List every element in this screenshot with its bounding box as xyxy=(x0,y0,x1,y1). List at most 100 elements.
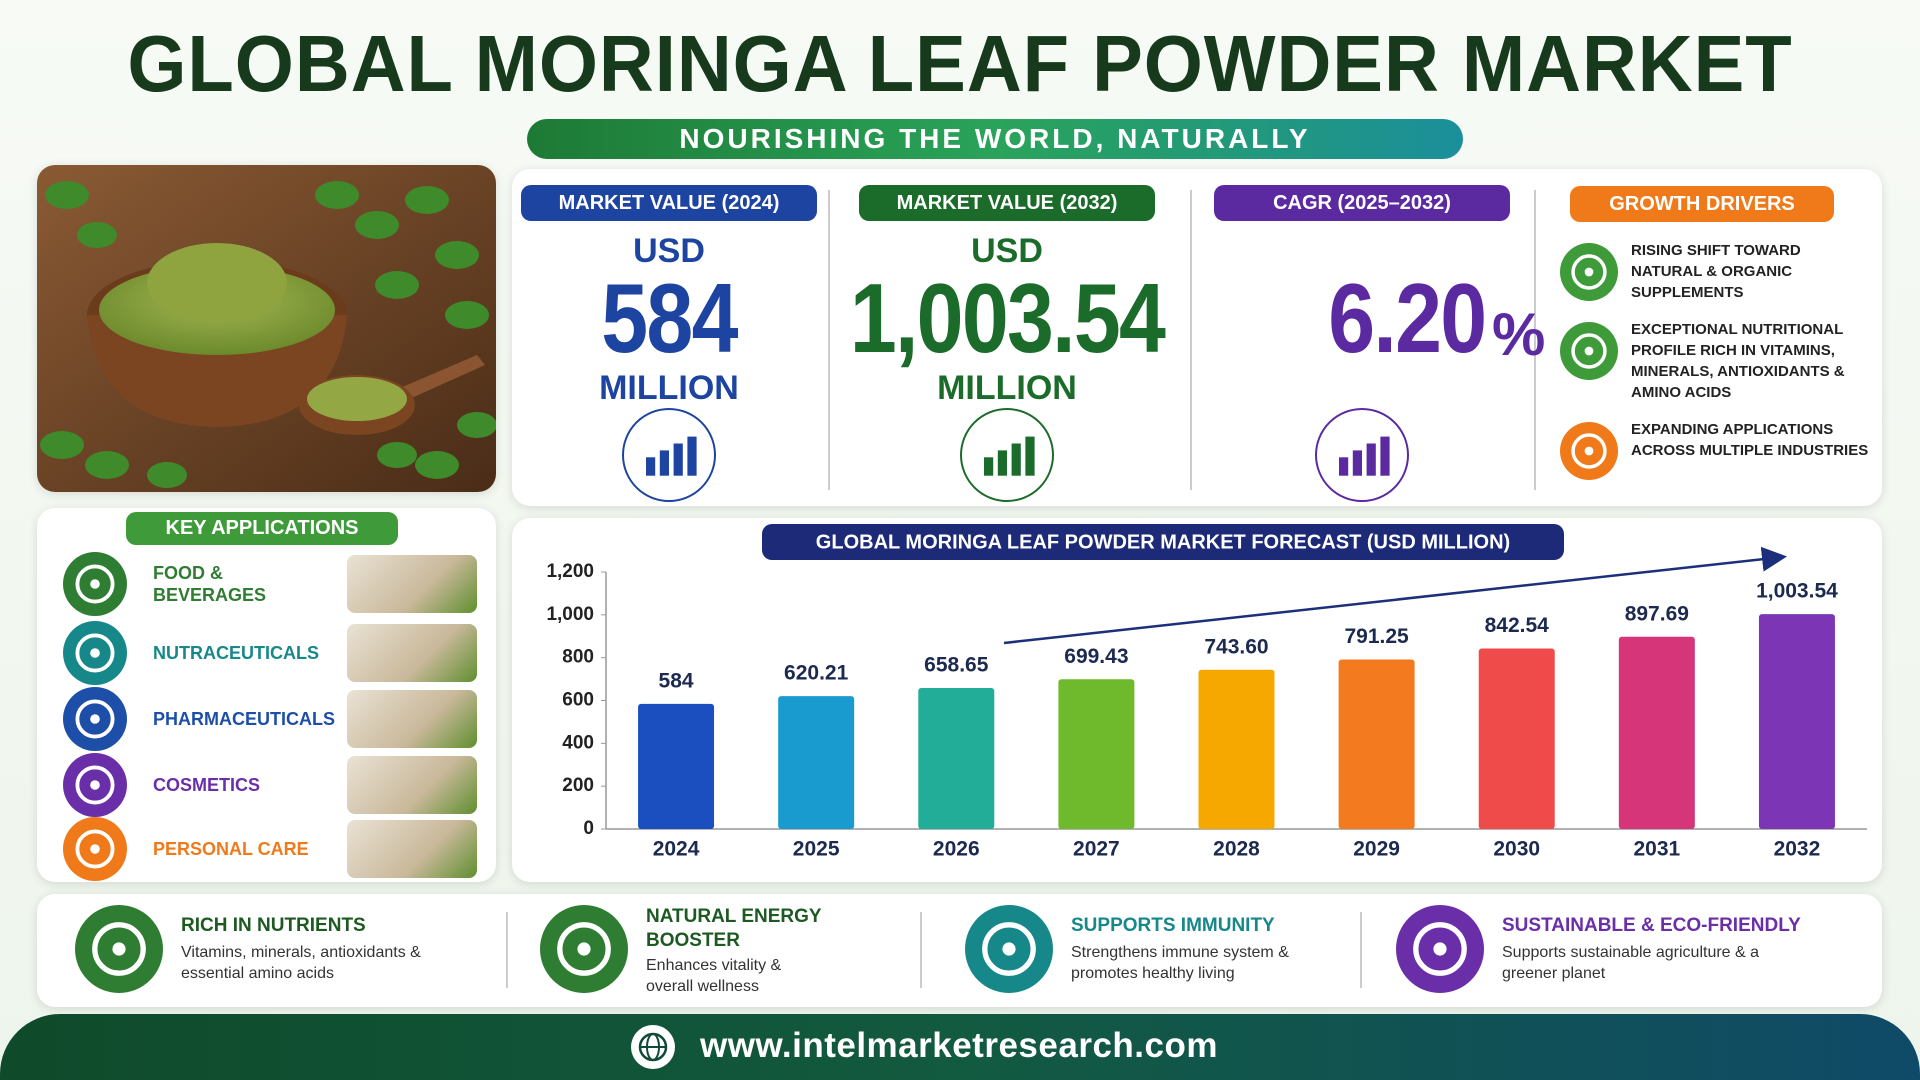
application-icon xyxy=(63,687,127,751)
x-tick-label: 2031 xyxy=(1633,838,1680,861)
stat-value: 584 xyxy=(601,263,738,373)
website-url: www.intelmarketresearch.com xyxy=(700,1026,1218,1065)
application-label: NUTRACEUTICALS xyxy=(153,643,319,663)
x-tick-label: 2032 xyxy=(1774,838,1821,861)
benefit-text: Strengthens immune system & promotes hea… xyxy=(1071,944,1289,982)
value-label: 897.69 xyxy=(1625,602,1689,625)
driver-icon xyxy=(1560,422,1618,480)
value-label: 699.43 xyxy=(1064,645,1128,668)
photo-frame xyxy=(37,165,496,492)
driver-text: EXPANDING APPLICATIONS ACROSS MULTIPLE I… xyxy=(1631,421,1869,459)
benefit-text: Enhances vitality & overall wellness xyxy=(646,957,782,995)
divider xyxy=(828,190,830,490)
globe-icon xyxy=(631,1025,675,1069)
application-thumbnail xyxy=(347,624,477,682)
value-label: 620.21 xyxy=(784,662,849,685)
bar xyxy=(778,696,855,829)
application-label: PHARMACEUTICALS xyxy=(153,709,335,729)
y-tick-label: 800 xyxy=(562,647,594,668)
benefit-text: Vitamins, minerals, antioxidants & essen… xyxy=(181,944,421,982)
divider xyxy=(506,912,508,988)
value-label: 658.65 xyxy=(924,653,989,676)
bar xyxy=(1338,659,1415,829)
divider xyxy=(920,912,922,988)
value-label: 1,003.54 xyxy=(1756,580,1838,603)
stat-unit: MILLION xyxy=(599,369,739,407)
value-label: 791.25 xyxy=(1344,625,1409,648)
benefit-icon xyxy=(75,905,163,993)
applications-title: KEY APPLICATIONS xyxy=(126,512,398,545)
chart: GLOBAL MORINGA LEAF POWDER MARKET FORECA… xyxy=(546,524,1867,861)
x-tick-label: 2026 xyxy=(933,838,980,861)
stat-prefix: USD xyxy=(971,232,1043,270)
stat-prefix: USD xyxy=(633,232,705,270)
application-thumbnail xyxy=(347,690,477,748)
application-icon xyxy=(63,753,127,817)
value-label: 842.54 xyxy=(1485,614,1550,637)
driver-text: RISING SHIFT TOWARD NATURAL & ORGANIC SU… xyxy=(1631,242,1801,301)
benefit-title: SUSTAINABLE & ECO-FRIENDLY xyxy=(1502,915,1801,936)
stat-value: 1,003.54 xyxy=(849,263,1166,373)
photo xyxy=(37,165,496,492)
y-tick-label: 400 xyxy=(562,732,594,753)
page-title: GLOBAL MORINGA LEAF POWDER MARKET xyxy=(127,19,1793,108)
y-tick-label: 1,200 xyxy=(546,561,594,582)
benefits-panel xyxy=(37,894,1882,1007)
x-tick-label: 2028 xyxy=(1213,838,1260,861)
bar xyxy=(1198,669,1275,829)
driver-icon xyxy=(1560,243,1618,301)
y-tick-label: 0 xyxy=(583,818,594,839)
benefit-icon xyxy=(540,905,628,993)
subtitle: NOURISHING THE WORLD, NATURALLY xyxy=(527,119,1463,159)
benefit-icon xyxy=(965,905,1053,993)
stat-icon xyxy=(960,408,1054,502)
stat-value: 6.20 xyxy=(1328,263,1487,373)
application-thumbnail xyxy=(347,820,477,878)
value-label: 584 xyxy=(659,669,694,692)
x-tick-label: 2025 xyxy=(793,838,840,861)
application-icon xyxy=(63,621,127,685)
stat-icon xyxy=(622,408,716,502)
stat-label: MARKET VALUE (2032) xyxy=(859,185,1155,221)
divider xyxy=(1360,912,1362,988)
bar xyxy=(1758,614,1835,829)
x-tick-label: 2024 xyxy=(653,838,700,861)
benefit-text: Supports sustainable agriculture & a gre… xyxy=(1502,944,1760,982)
application-thumbnail xyxy=(347,555,477,613)
divider xyxy=(1534,190,1536,490)
bar xyxy=(1618,636,1695,829)
driver-text: EXCEPTIONAL NUTRITIONAL PROFILE RICH IN … xyxy=(1631,321,1845,401)
bar xyxy=(1058,679,1135,829)
chart-title: GLOBAL MORINGA LEAF POWDER MARKET FORECA… xyxy=(816,531,1510,553)
application-icon xyxy=(63,552,127,616)
stat-label: MARKET VALUE (2024) xyxy=(521,185,817,221)
chart-title-pill xyxy=(762,524,1564,560)
y-tick-label: 1,000 xyxy=(546,604,594,625)
trend-arrow xyxy=(1003,546,1787,645)
benefit-title: NATURAL ENERGY BOOSTER xyxy=(646,906,822,951)
stat-label: CAGR (2025–2032) xyxy=(1214,185,1510,221)
stat-unit: % xyxy=(1492,301,1546,368)
application-icon xyxy=(63,817,127,881)
benefit-title: SUPPORTS IMMUNITY xyxy=(1071,915,1275,936)
stat-icon xyxy=(1315,408,1409,502)
x-tick-label: 2027 xyxy=(1073,838,1120,861)
x-tick-label: 2030 xyxy=(1493,838,1540,861)
bar xyxy=(638,703,715,829)
footer xyxy=(0,1014,1920,1080)
chart-panel: GLOBAL MORINGA LEAF POWDER MARKET FORECA… xyxy=(512,518,1882,882)
divider xyxy=(1190,190,1192,490)
application-label: FOOD & BEVERAGES xyxy=(153,563,267,605)
stats-panel xyxy=(512,169,1882,506)
bar xyxy=(918,687,995,829)
application-label: COSMETICS xyxy=(153,775,261,795)
value-label: 743.60 xyxy=(1204,635,1268,658)
benefit-icon xyxy=(1396,905,1484,993)
drivers-title: GROWTH DRIVERS xyxy=(1570,186,1834,222)
application-label: PERSONAL CARE xyxy=(153,839,309,859)
driver-icon xyxy=(1560,322,1618,380)
bar xyxy=(1478,648,1555,829)
y-tick-label: 200 xyxy=(562,775,594,796)
stat-unit: MILLION xyxy=(937,369,1077,407)
